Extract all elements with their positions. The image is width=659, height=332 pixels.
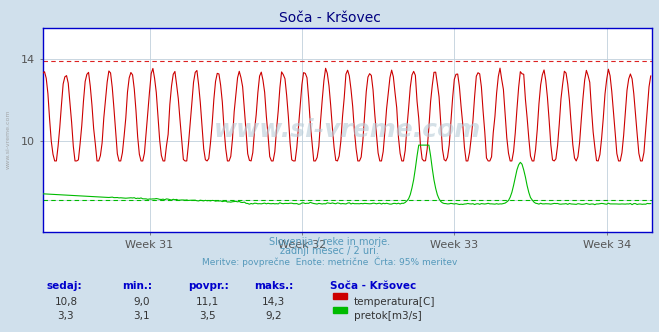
Text: Soča - Kršovec: Soča - Kršovec [279, 11, 380, 25]
Text: 3,5: 3,5 [199, 311, 216, 321]
Text: min.:: min.: [122, 281, 152, 290]
Text: 3,1: 3,1 [133, 311, 150, 321]
Text: 9,0: 9,0 [133, 297, 150, 307]
Text: 14,3: 14,3 [262, 297, 285, 307]
Text: Meritve: povprečne  Enote: metrične  Črta: 95% meritev: Meritve: povprečne Enote: metrične Črta:… [202, 256, 457, 267]
Text: 10,8: 10,8 [54, 297, 78, 307]
Text: 11,1: 11,1 [196, 297, 219, 307]
Text: temperatura[C]: temperatura[C] [354, 297, 436, 307]
Text: 9,2: 9,2 [265, 311, 282, 321]
Text: pretok[m3/s]: pretok[m3/s] [354, 311, 422, 321]
Text: povpr.:: povpr.: [188, 281, 229, 290]
Text: maks.:: maks.: [254, 281, 293, 290]
Text: www.si-vreme.com: www.si-vreme.com [214, 118, 481, 142]
Text: 3,3: 3,3 [57, 311, 74, 321]
Text: sedaj:: sedaj: [46, 281, 82, 290]
Text: Slovenija / reke in morje.: Slovenija / reke in morje. [269, 237, 390, 247]
Text: www.si-vreme.com: www.si-vreme.com [5, 110, 11, 169]
Text: Soča - Kršovec: Soča - Kršovec [330, 281, 416, 290]
Text: zadnji mesec / 2 uri.: zadnji mesec / 2 uri. [280, 246, 379, 256]
